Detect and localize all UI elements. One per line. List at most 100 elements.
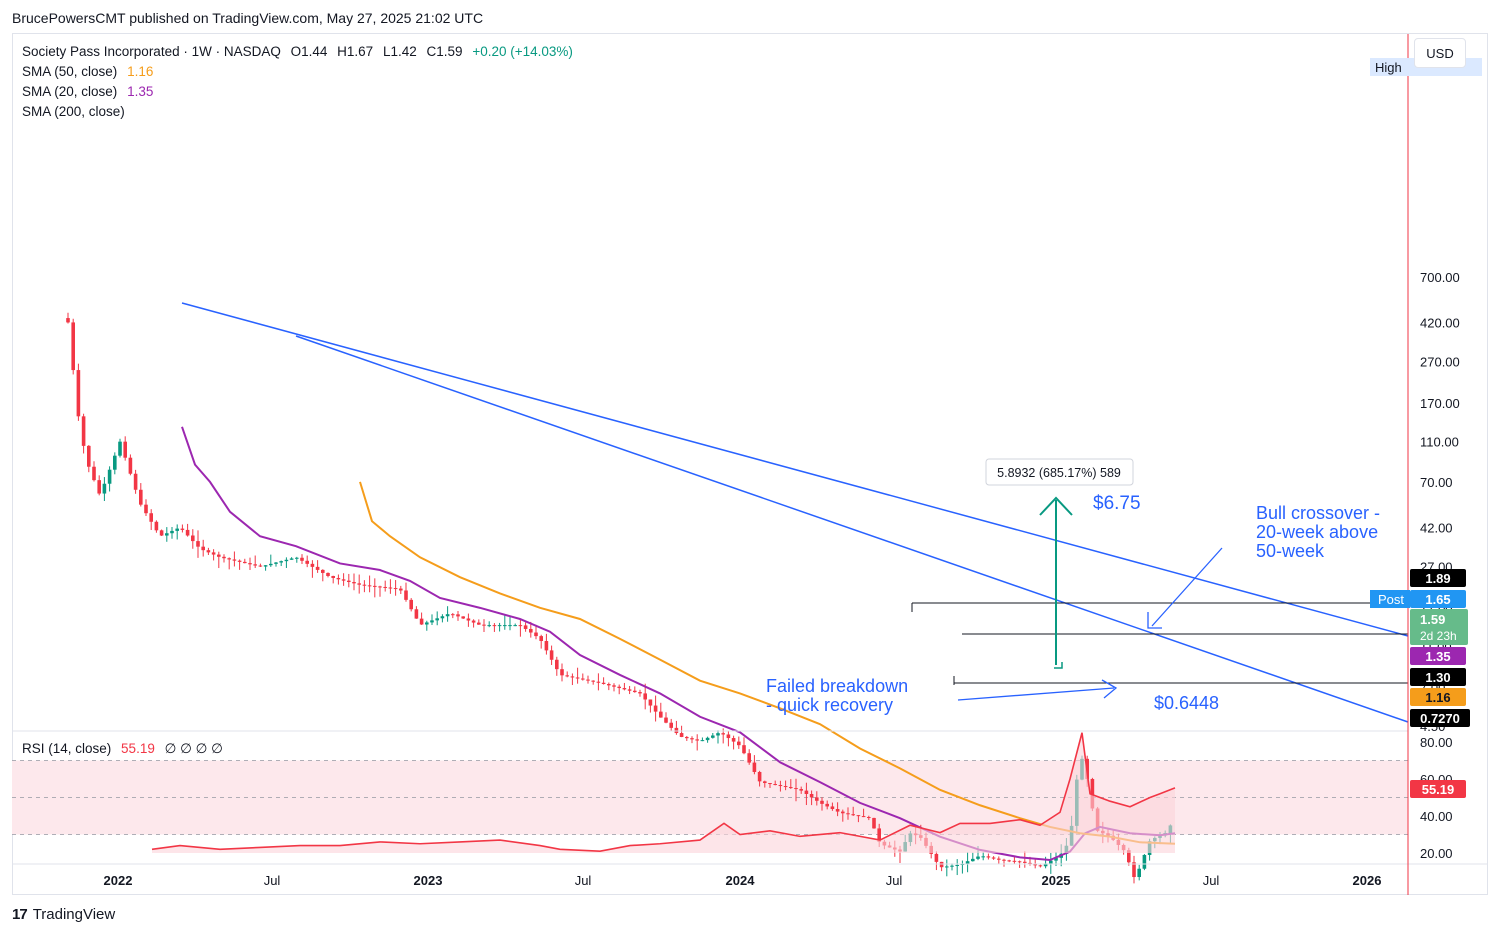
candle-body — [1033, 864, 1037, 866]
candle-body — [695, 739, 699, 741]
candle-body — [180, 528, 185, 530]
candle-body — [274, 562, 278, 564]
candle-body — [445, 614, 450, 617]
candle-body — [737, 741, 741, 746]
rsi-legend[interactable]: RSI (14, close) 55.19 ∅ ∅ ∅ ∅ — [22, 741, 223, 757]
price-tick-label: 270.00 — [1420, 355, 1460, 370]
candle-body — [867, 817, 871, 819]
sma50-legend[interactable]: SMA (50, close) 1.16 — [22, 64, 153, 79]
candle-body — [118, 441, 122, 456]
candle-body — [581, 678, 585, 680]
candle-body — [388, 587, 393, 589]
fail-arrow-head — [1101, 679, 1118, 699]
close-value: C1.59 — [426, 44, 463, 59]
candle-body — [222, 556, 226, 559]
candle-body — [716, 733, 720, 736]
candle-body — [97, 480, 101, 494]
rsi-tick-label: 80.00 — [1420, 735, 1453, 750]
candle-body — [357, 583, 361, 585]
time-tick-label: Jul — [1203, 873, 1220, 888]
candle-body — [986, 856, 991, 858]
candle-body — [440, 616, 445, 619]
sma20-name: SMA (20, close) — [22, 84, 118, 99]
candle-body — [971, 858, 975, 862]
candle-body — [248, 563, 252, 565]
bull-text-3: 50-week — [1256, 541, 1325, 561]
candle-body — [102, 483, 107, 494]
chart-frame[interactable] — [12, 33, 1488, 895]
last-price-bg — [1410, 609, 1468, 645]
candle-body — [991, 857, 996, 859]
candle-body — [1012, 860, 1017, 862]
post-label: Post — [1378, 592, 1404, 607]
footer-brand[interactable]: 17 TradingView — [12, 906, 115, 923]
candle-body — [643, 693, 647, 700]
candle-body — [362, 584, 367, 586]
candle-body — [633, 690, 637, 693]
candle-body — [1023, 861, 1027, 863]
candle-body — [731, 738, 736, 742]
open-value: O1.44 — [290, 44, 328, 59]
candle-body — [331, 575, 335, 578]
candle-body — [347, 580, 351, 583]
sma20-legend[interactable]: SMA (20, close) 1.35 — [22, 84, 153, 99]
candle-body — [617, 686, 621, 689]
candle-body — [773, 784, 777, 786]
candle-body — [258, 565, 263, 567]
time-tick-label: 2022 — [104, 873, 133, 888]
sma200-legend[interactable]: SMA (200, close) — [22, 104, 125, 119]
time-tick-label: 2023 — [414, 873, 443, 888]
price-tick-label: 170.00 — [1420, 396, 1460, 411]
candle-body — [747, 753, 751, 763]
price-tick-label: 110.00 — [1420, 435, 1459, 450]
candle-body — [321, 569, 325, 573]
price-1-65: 1.65 — [1425, 592, 1450, 607]
high-label: High — [1375, 60, 1402, 75]
candle-body — [555, 659, 559, 670]
candle-body — [955, 864, 959, 866]
rsi-value: 55.19 — [121, 741, 155, 756]
rsi-extras: ∅ ∅ ∅ ∅ — [164, 741, 223, 756]
trendline-upper — [181, 302, 1409, 637]
candle-body — [227, 558, 231, 560]
candle-body — [419, 618, 424, 625]
candle-body — [315, 566, 320, 570]
price-1-16: 1.16 — [1425, 690, 1450, 705]
measure-base — [1054, 662, 1063, 669]
candle-body — [378, 586, 382, 588]
fail-text-1: Failed breakdown — [766, 676, 908, 696]
candle-body — [669, 722, 673, 728]
candle-body — [1043, 863, 1048, 867]
candle-body — [539, 636, 543, 642]
candle-body — [409, 599, 413, 610]
sma200-name: SMA (200, close) — [22, 104, 125, 119]
candle-body — [243, 561, 247, 564]
candle-body — [206, 550, 211, 553]
candle-body — [508, 625, 512, 627]
candle-body — [326, 572, 330, 576]
candle-body — [830, 806, 835, 810]
candle-body — [518, 625, 523, 627]
candle-body — [612, 685, 616, 687]
candle-body — [825, 803, 829, 807]
currency-button[interactable]: USD — [1414, 38, 1466, 68]
candle-body — [66, 318, 70, 323]
candle-body — [128, 457, 133, 474]
candle-body — [586, 679, 590, 681]
candle-body — [872, 817, 876, 829]
candle-body — [711, 735, 715, 738]
candle-body — [144, 504, 148, 514]
candle-body — [393, 588, 398, 590]
candle-body — [549, 650, 554, 660]
price-tick-label: 42.00 — [1420, 520, 1453, 535]
rsi-last-label: 55.19 — [1422, 782, 1455, 797]
measure-box — [985, 458, 1134, 486]
candle-body — [789, 787, 793, 789]
measure-arrow-head — [1039, 496, 1073, 516]
candle-body — [71, 322, 75, 371]
price-tick-label: 70.00 — [1420, 475, 1453, 490]
candle-body — [482, 624, 486, 626]
candle-body — [997, 858, 1001, 860]
trendline-lower — [295, 335, 1409, 723]
